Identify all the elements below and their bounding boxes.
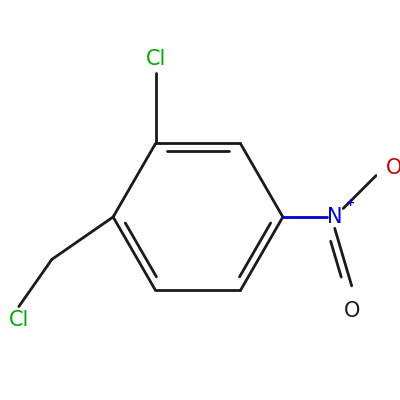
Text: Cl: Cl bbox=[9, 310, 29, 330]
Text: N: N bbox=[327, 207, 342, 227]
Text: O: O bbox=[386, 158, 400, 178]
Text: +: + bbox=[346, 198, 355, 208]
Text: O: O bbox=[344, 301, 360, 321]
Text: Cl: Cl bbox=[145, 49, 166, 69]
